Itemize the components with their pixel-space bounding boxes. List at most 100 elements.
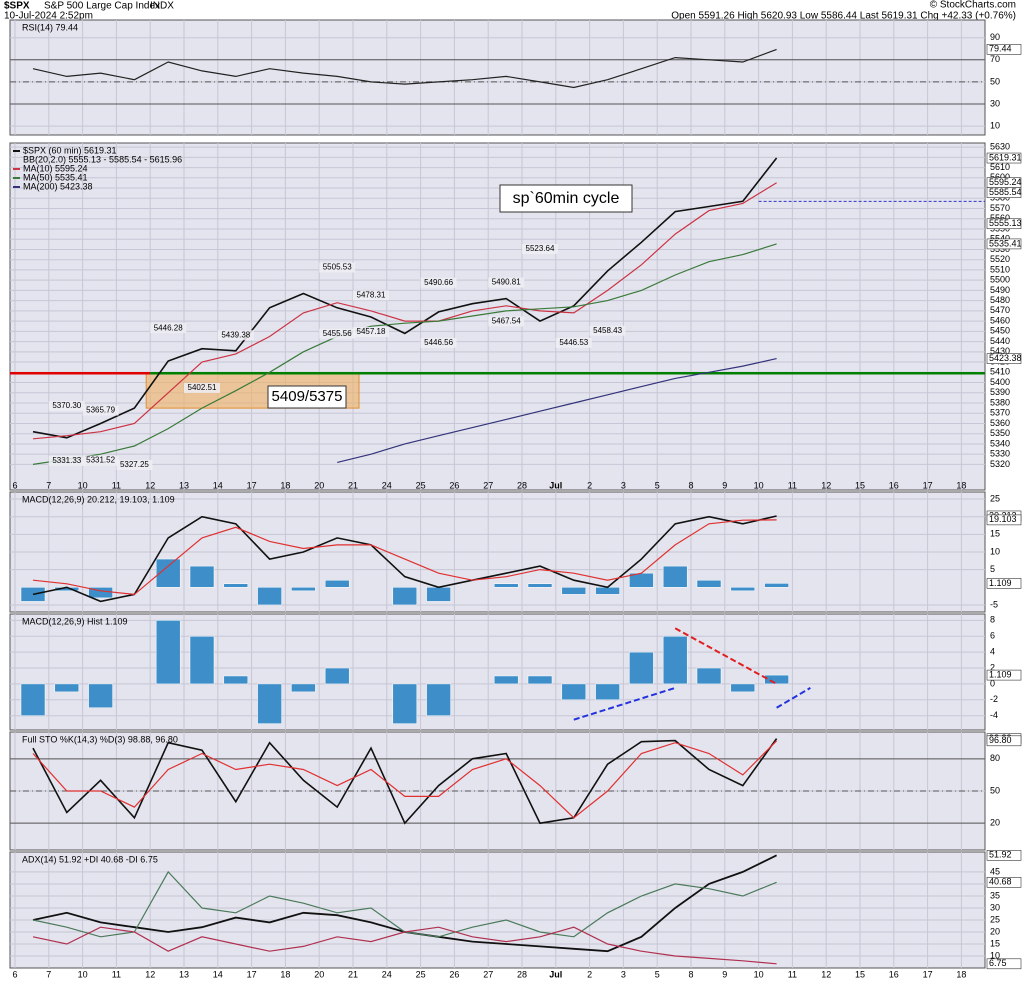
hist-bar	[493, 675, 519, 685]
y-tick-label: 50	[990, 76, 1000, 86]
hist-bar	[291, 587, 316, 592]
y-tick-label: 5510	[990, 264, 1010, 274]
y-tick-label: 5	[990, 564, 995, 574]
series-line	[32, 243, 777, 465]
series-line	[32, 515, 777, 603]
x-tick-label: 24	[382, 969, 392, 979]
hist-bar	[324, 579, 350, 588]
annotation-bg	[319, 262, 356, 273]
hist-bar	[392, 683, 418, 724]
hist-bar	[54, 683, 80, 693]
series-line	[32, 926, 777, 965]
value-tag-label: 96.80	[989, 735, 1012, 745]
value-tag-label: 1.109	[989, 669, 1012, 679]
y-tick-label: 25	[990, 493, 1000, 503]
x-tick-label: 5	[655, 480, 660, 490]
trend-line	[674, 627, 778, 685]
panel-title: ADX(14) 51.92 +DI 40.68 -DI 6.75	[22, 854, 158, 864]
annotation: 5490.81	[492, 278, 521, 287]
x-tick-label: 3	[621, 969, 626, 979]
x-tick-label: 15	[855, 480, 865, 490]
annotation: 5505.53	[323, 263, 352, 272]
x-tick-label: 10	[754, 480, 764, 490]
hist-bar	[223, 583, 249, 588]
y-tick-label: 0	[990, 678, 995, 688]
legend-label: $SPX (60 min) 5619.31	[23, 145, 117, 155]
x-tick-label: 13	[179, 969, 189, 979]
y-tick-label: 5570	[990, 203, 1010, 213]
annotation-bg	[116, 459, 153, 470]
bands-label: BB(20,2.0) 5555.13 - 5585.54 - 5615.96	[23, 154, 182, 164]
y-tick-label: 10	[990, 546, 1000, 556]
hist-bar	[696, 579, 722, 588]
value-tag-label: 5423.38	[989, 353, 1022, 363]
y-tick-label: 2	[990, 662, 995, 672]
annotation-bg	[82, 455, 119, 466]
annotation: 5478.31	[357, 290, 386, 299]
x-tick-label: 12	[145, 969, 155, 979]
y-tick-label: 35	[990, 890, 1000, 900]
x-tick-label: 21	[348, 480, 358, 490]
x-tick-label: 25	[416, 969, 426, 979]
annotation: 5458.43	[593, 326, 622, 335]
y-tick-label: 15	[990, 938, 1000, 948]
y-tick-label: 5460	[990, 315, 1010, 325]
series-line	[32, 738, 778, 825]
x-tick-label: 18	[280, 480, 290, 490]
hist-bar	[730, 683, 756, 693]
x-tick-label: 20	[314, 969, 324, 979]
x-tick-label: 18	[280, 969, 290, 979]
y-tick-label: -2	[990, 694, 998, 704]
y-tick-label: 30	[990, 98, 1000, 108]
annotation: 5370.30	[52, 401, 81, 410]
hist-bar	[662, 635, 688, 685]
hist-bar	[257, 587, 282, 606]
value-tag-label: 1.109	[989, 578, 1012, 588]
annotation-bg	[589, 325, 626, 336]
annotation-bg	[217, 330, 254, 341]
date: 10-Jul-2024 2:52pm	[4, 11, 93, 22]
annotation-bg	[82, 405, 119, 416]
zone-label-bg	[267, 385, 347, 409]
hist-bar	[392, 587, 418, 606]
legend-label: MA(200) 5423.38	[23, 181, 93, 191]
y-tick-label: 70	[990, 54, 1000, 64]
hist-bar	[764, 583, 789, 588]
series-line	[337, 358, 777, 463]
hist-bar	[730, 587, 756, 592]
hist-bar	[696, 667, 722, 685]
x-tick-label: 9	[722, 480, 727, 490]
annotation: 5331.52	[86, 456, 115, 465]
panel-title: RSI(14) 79.44	[22, 22, 78, 32]
value-tag-label: 79.44	[989, 44, 1012, 54]
value-tag-label: 5535.41	[989, 238, 1022, 248]
value-tag	[986, 877, 1022, 888]
annotation: 5467.54	[492, 316, 521, 325]
symbol: $SPX	[4, 1, 30, 12]
x-tick-label: 16	[889, 480, 899, 490]
y-tick-label: 20	[990, 926, 1000, 936]
x-tick-label: 13	[179, 480, 189, 490]
x-tick-label: 20	[314, 480, 324, 490]
x-tick-label: 17	[247, 480, 257, 490]
annotation-bg	[353, 290, 389, 301]
annotation-bg	[184, 382, 220, 393]
y-tick-label: 5380	[990, 397, 1010, 407]
x-tick-label: 10	[78, 480, 88, 490]
x-tick-label: 28	[517, 480, 527, 490]
panel-title: MACD(12,26,9) 20.212, 19.103, 1.109	[22, 494, 175, 504]
series-line	[32, 157, 778, 439]
x-tick-label: 7	[46, 969, 51, 979]
value-tag	[986, 850, 1022, 861]
value-tag-label: 19.103	[989, 514, 1017, 524]
x-tick-label: 18	[956, 969, 966, 979]
trend-line	[776, 687, 811, 709]
x-tick-label: 12	[821, 969, 831, 979]
x-tick-label: 14	[213, 480, 223, 490]
value-tag	[986, 187, 1022, 198]
hist-bar	[426, 587, 451, 602]
hist-bar	[662, 565, 688, 588]
hist-bar	[324, 667, 350, 685]
y-tick-label: 5450	[990, 326, 1010, 336]
x-tick-label: 7	[46, 480, 51, 490]
